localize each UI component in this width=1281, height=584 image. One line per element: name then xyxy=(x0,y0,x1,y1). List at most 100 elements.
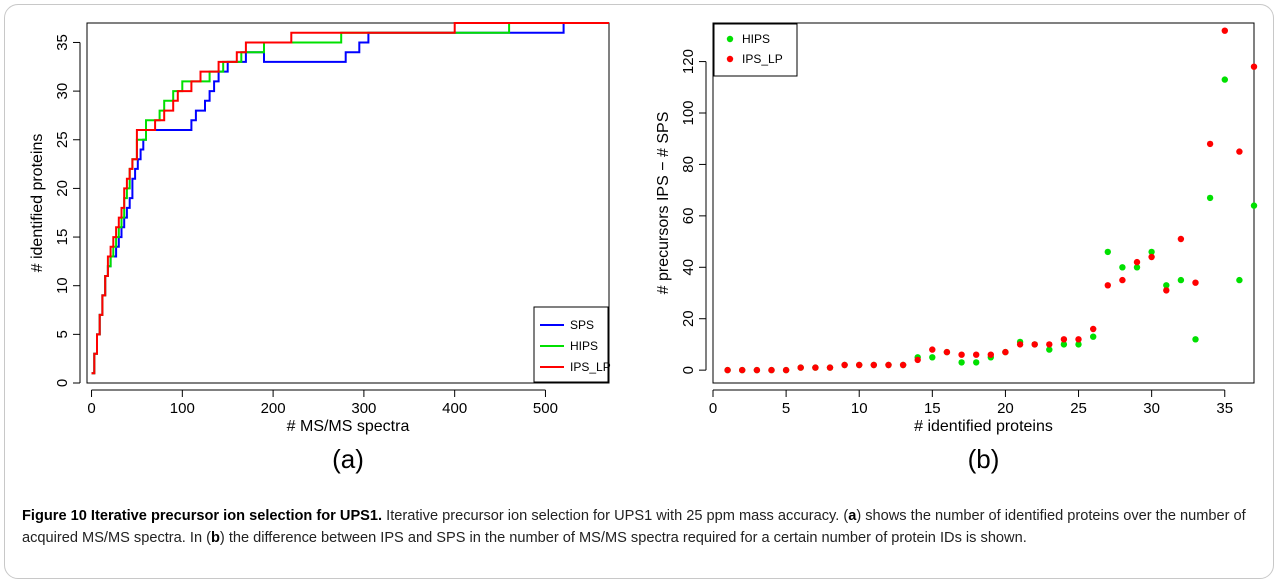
legend-entry-label: HIPS xyxy=(570,339,598,353)
legend-entry-label: SPS xyxy=(570,318,594,332)
scatter-point-ips-lp xyxy=(958,351,965,358)
legend-dot-swatch xyxy=(726,35,734,43)
scatter-point-ips-lp xyxy=(1016,341,1024,348)
scatter-point-ips-lp xyxy=(1119,276,1126,284)
scatter-point-ips-lp xyxy=(943,348,951,356)
caption-segment: ) the difference between IPS and SPS in … xyxy=(219,530,1027,546)
scatter-point-ips-lp xyxy=(1046,341,1053,348)
a-y-tick-label: 5 xyxy=(54,330,71,338)
scatter-point-ips-lp xyxy=(1192,279,1199,286)
scatter-point-hips xyxy=(1133,264,1141,271)
scatter-point-ips-lp xyxy=(782,366,790,374)
scatter-point-ips-lp xyxy=(1060,336,1068,343)
a-y-tick-label: 35 xyxy=(54,34,71,51)
caption-segment: b xyxy=(210,530,220,546)
scatter-point-ips-lp xyxy=(1163,287,1170,294)
scatter-point-hips xyxy=(1221,76,1229,83)
scatter-point-ips-lp xyxy=(1133,258,1141,266)
caption-segment: Iterative precursor ion selection for UP… xyxy=(382,508,849,524)
scatter-point-hips xyxy=(1046,346,1053,353)
scatter-point-ips-lp xyxy=(1075,336,1082,343)
a-x-tick-label: 0 xyxy=(87,400,95,417)
caption-label: Figure 10 Iterative precursor ion select… xyxy=(22,508,383,524)
scatter-point-ips-lp xyxy=(899,361,907,369)
series-line-hips xyxy=(91,22,609,375)
panel-b-legend: HIPS IPS_LP xyxy=(713,23,798,77)
scatter-point-hips xyxy=(1148,248,1155,256)
caption-segment: ) shows the number of identified protein… xyxy=(22,508,1246,546)
scatter-point-hips xyxy=(929,354,936,361)
scatter-point-hips xyxy=(1104,248,1112,256)
scatter-point-hips xyxy=(1206,194,1214,202)
a-y-tick-label: 30 xyxy=(54,83,71,100)
b-x-tick-label: 5 xyxy=(782,400,790,417)
b-x-tick-label: 10 xyxy=(851,400,868,417)
scatter-point-ips-lp xyxy=(768,366,775,374)
panel-a-y-axis-title: # identified proteins xyxy=(29,134,46,273)
b-y-tick-label: 0 xyxy=(680,366,697,374)
scatter-point-ips-lp xyxy=(1002,348,1009,356)
panel-b: 0 5 10 15 20 25 30 35 0 20 40 60 80 100 120 # identifi… xyxy=(655,22,1258,474)
scatter-point-ips-lp xyxy=(856,361,863,369)
legend-entry-label: IPS_LP xyxy=(570,360,611,374)
a-x-tick-label: 200 xyxy=(261,400,286,417)
a-y-tick-label: 0 xyxy=(54,379,71,387)
scatter-point-ips-lp xyxy=(973,351,980,358)
scatter-point-ips-lp xyxy=(739,366,746,374)
b-x-tick-label: 35 xyxy=(1216,400,1233,417)
a-y-tick-label: 10 xyxy=(54,277,71,294)
a-y-tick-label: 20 xyxy=(54,180,71,197)
panel-b-plot-area xyxy=(712,22,1255,384)
scatter-point-ips-lp xyxy=(870,361,877,369)
a-x-tick-label: 400 xyxy=(442,400,467,417)
scatter-point-ips-lp xyxy=(1148,253,1155,261)
scatter-point-hips xyxy=(1250,202,1258,209)
scatter-point-ips-lp xyxy=(753,366,761,374)
scatter-point-ips-lp xyxy=(929,346,936,353)
scatter-point-hips xyxy=(958,359,965,366)
figure-caption: Figure 10 Iterative precursor ion select… xyxy=(22,505,1262,549)
b-y-tick-label: 100 xyxy=(680,100,697,125)
scatter-point-hips xyxy=(1075,341,1082,348)
b-y-tick-label: 80 xyxy=(680,156,697,173)
b-x-tick-label: 15 xyxy=(924,400,941,417)
series-line-ips-lp xyxy=(91,22,609,375)
b-x-tick-label: 20 xyxy=(997,400,1014,417)
b-y-tick-label: 120 xyxy=(680,49,697,74)
scatter-point-ips-lp xyxy=(724,366,731,374)
legend-entry-label: HIPS xyxy=(742,32,770,46)
scatter-point-ips-lp xyxy=(1104,282,1112,289)
panel-a-plot-area xyxy=(86,22,610,384)
scatter-point-ips-lp xyxy=(1206,140,1214,148)
scatter-point-ips-lp xyxy=(1177,235,1185,243)
panel-a-legend: SPS HIPS IPS_LP xyxy=(533,306,611,383)
scatter-point-ips-lp xyxy=(812,364,819,371)
series-line-sps xyxy=(91,22,609,375)
panel-b-label: (b) xyxy=(968,444,1000,474)
b-x-tick-label: 30 xyxy=(1143,400,1160,417)
scatter-point-hips xyxy=(1163,282,1170,289)
scatter-point-ips-lp xyxy=(1250,63,1258,70)
a-x-tick-label: 300 xyxy=(351,400,376,417)
panel-a: 0 100 200 300 400 500 0 5 10 15 20 25 30 35 # MS/MS s… xyxy=(29,22,611,474)
panel-a-legend-box xyxy=(533,306,609,383)
scatter-point-ips-lp xyxy=(987,351,994,358)
caption-body: Iterative precursor ion selection for UP… xyxy=(22,508,1246,546)
a-y-tick-label: 25 xyxy=(54,131,71,148)
scatter-point-ips-lp xyxy=(797,364,804,371)
b-y-tick-label: 60 xyxy=(680,208,697,225)
b-y-tick-label: 40 xyxy=(680,259,697,276)
scatter-point-hips xyxy=(1119,264,1126,271)
scatter-point-hips xyxy=(1060,341,1068,348)
b-x-tick-label: 0 xyxy=(709,400,717,417)
scatter-point-hips xyxy=(1177,276,1185,284)
a-x-tick-label: 100 xyxy=(170,400,195,417)
figure-frame xyxy=(4,4,1274,579)
scatter-point-ips-lp xyxy=(1236,148,1243,155)
scatter-point-ips-lp xyxy=(841,361,848,369)
scatter-point-ips-lp xyxy=(885,361,892,369)
scatter-point-hips xyxy=(1090,333,1097,340)
scatter-point-ips-lp xyxy=(1090,325,1097,333)
legend-entry-label: IPS_LP xyxy=(742,52,783,66)
